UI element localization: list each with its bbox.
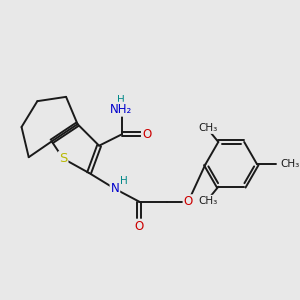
Text: S: S <box>59 152 68 165</box>
Text: CH₃: CH₃ <box>280 159 299 170</box>
Text: O: O <box>184 195 193 208</box>
Text: H: H <box>117 95 124 105</box>
Text: CH₃: CH₃ <box>198 123 218 133</box>
Text: N: N <box>110 182 119 195</box>
Text: NH₂: NH₂ <box>110 103 132 116</box>
Text: O: O <box>135 220 144 232</box>
Text: H: H <box>120 176 128 186</box>
Text: CH₃: CH₃ <box>198 196 218 206</box>
Text: O: O <box>142 128 151 141</box>
